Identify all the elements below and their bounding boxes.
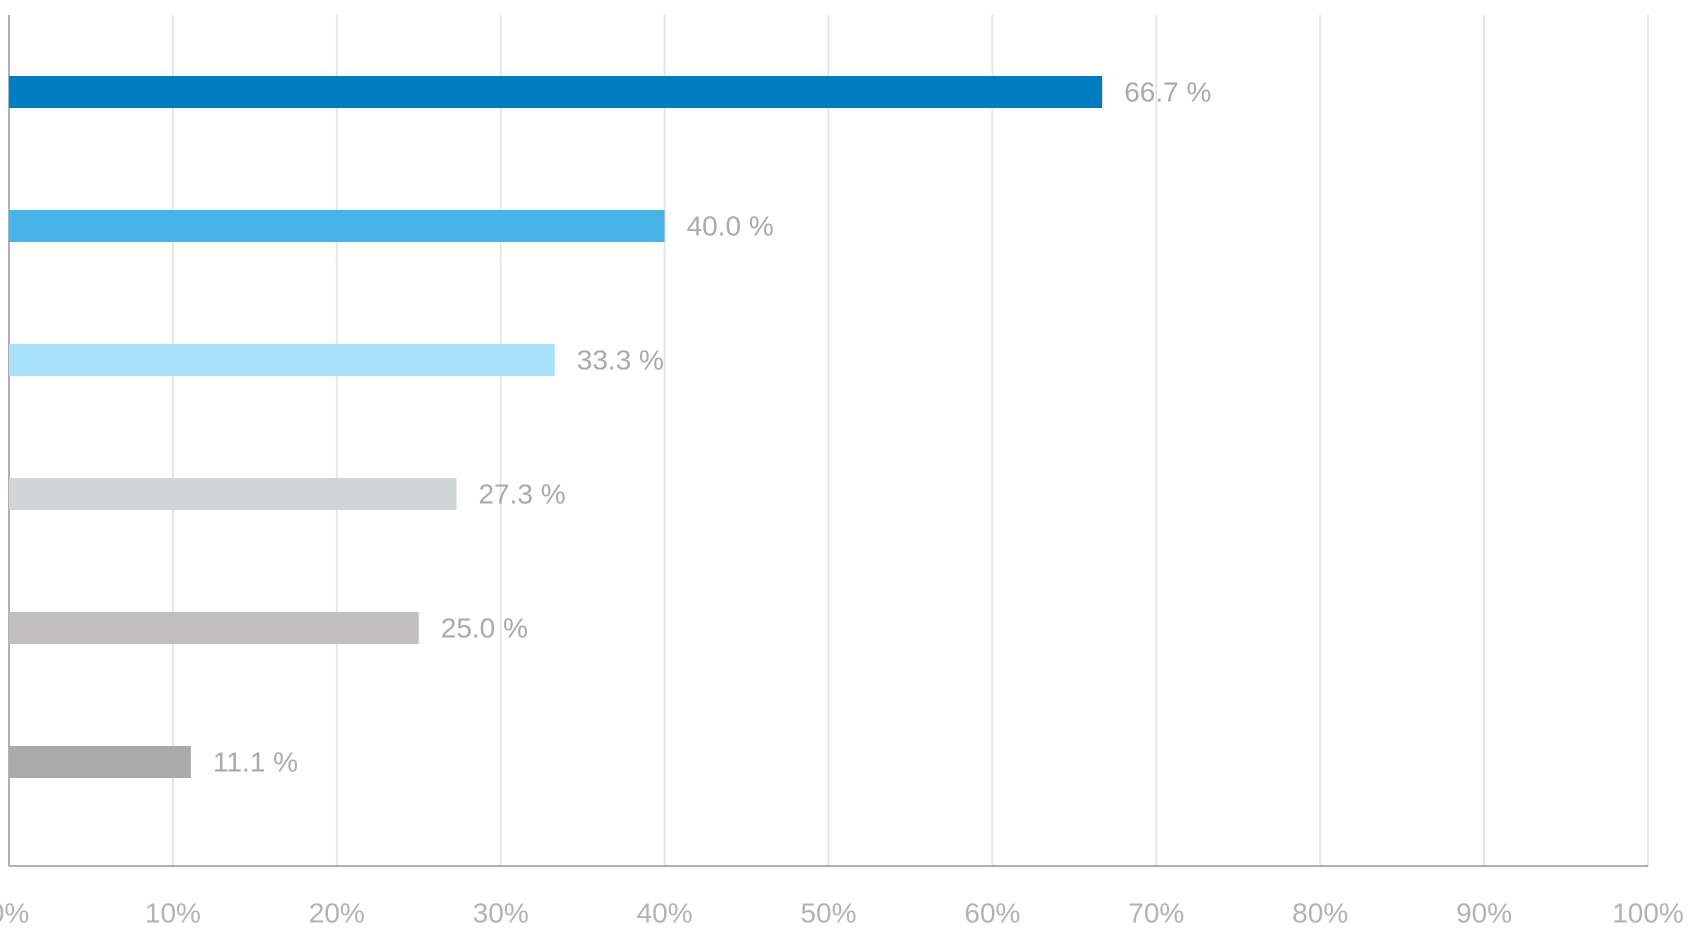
x-tick-label: 100% [1612,897,1684,928]
value-label: 66.7 % [1124,76,1211,107]
value-label: 11.1 % [213,746,298,777]
x-tick-label: 10% [145,897,201,928]
x-tick-label: 80% [1292,897,1348,928]
value-label: 40.0 % [687,210,774,241]
x-tick-label: 30% [473,897,529,928]
x-tick-label: 90% [1456,897,1512,928]
bar [9,478,457,510]
x-tick-label: 20% [309,897,365,928]
bar [9,746,191,778]
x-tick-label: 70% [1128,897,1184,928]
x-tick-label: 50% [800,897,856,928]
value-label: 25.0 % [441,612,528,643]
value-label: 33.3 % [577,344,664,375]
value-label: 27.3 % [478,478,565,509]
bar [9,210,665,242]
bar [9,76,1103,108]
x-tick-label: 40% [637,897,693,928]
bar [9,344,555,376]
x-tick-label: 60% [964,897,1020,928]
x-tick-label: 0% [0,897,29,928]
bar [9,612,419,644]
